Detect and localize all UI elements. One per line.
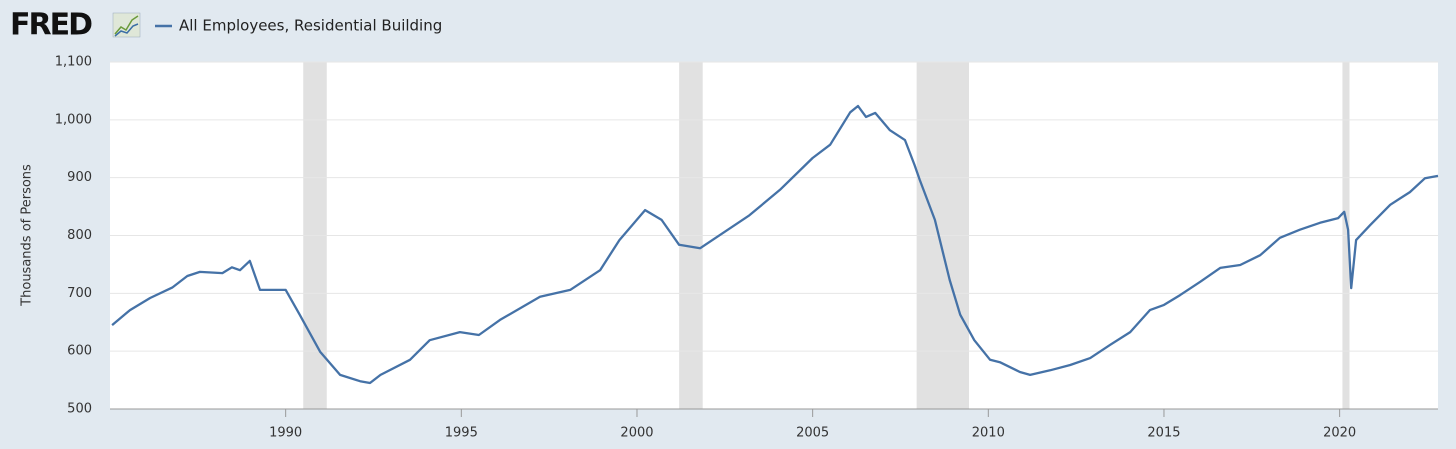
y-axis-label: Thousands of Persons <box>20 164 35 307</box>
y-tick-label: 500 <box>67 402 92 417</box>
x-tick-label: 2005 <box>796 426 829 441</box>
x-tick-label: 2020 <box>1323 426 1356 441</box>
x-tick-label: 2010 <box>972 426 1005 441</box>
y-tick-label: 800 <box>67 228 92 243</box>
x-tick-label: 2000 <box>620 426 653 441</box>
y-tick-label: 1,000 <box>55 112 92 127</box>
x-tick-label: 2015 <box>1147 426 1180 441</box>
y-tick-label: 900 <box>67 170 92 185</box>
series-line <box>111 104 1439 385</box>
x-tick-label: 1995 <box>445 426 478 441</box>
x-tick-label: 1990 <box>269 426 302 441</box>
legend-label: All Employees, Residential Building <box>179 17 442 35</box>
y-tick-label: 1,100 <box>55 55 92 70</box>
logo-icon <box>112 12 141 38</box>
y-tick-label: 700 <box>67 286 92 301</box>
logo: FRED <box>10 8 92 43</box>
y-tick-label: 600 <box>67 344 92 359</box>
